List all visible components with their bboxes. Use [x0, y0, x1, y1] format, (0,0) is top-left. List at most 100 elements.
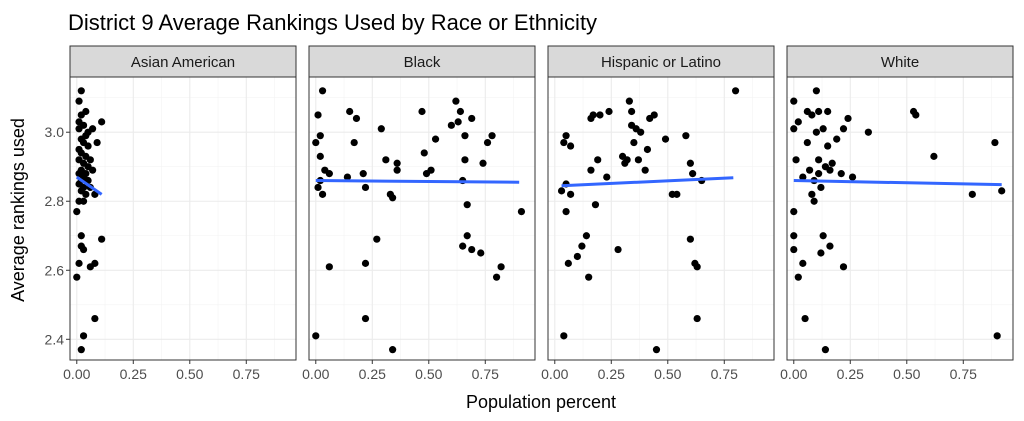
data-point — [393, 159, 401, 167]
x-tick-label: 0.50 — [415, 366, 442, 382]
panel-asian-american: Asian American 0.00 0.25 0.50 0.75 — [63, 45, 297, 382]
x-tick-label: 0.00 — [541, 366, 568, 382]
data-point — [817, 249, 825, 257]
data-point — [587, 166, 595, 174]
data-point — [316, 152, 324, 160]
data-point — [477, 249, 485, 257]
data-point — [359, 170, 367, 178]
data-point — [815, 107, 823, 116]
data-point — [794, 118, 802, 126]
data-point — [452, 97, 460, 105]
data-point — [621, 159, 629, 167]
data-point — [848, 173, 857, 181]
data-point — [79, 197, 88, 205]
data-point — [350, 138, 358, 147]
data-point — [517, 207, 526, 216]
data-point — [731, 87, 740, 95]
data-point — [591, 201, 600, 209]
data-point — [488, 132, 496, 140]
data-point — [82, 190, 90, 198]
x-tick-label: 0.75 — [233, 366, 260, 382]
data-point — [803, 138, 811, 147]
x-tick-label: 0.25 — [598, 366, 625, 382]
data-point — [819, 232, 827, 240]
data-point — [641, 166, 649, 174]
data-point — [461, 132, 469, 140]
data-point — [361, 259, 370, 267]
panel-border — [786, 76, 1014, 361]
data-point — [98, 118, 106, 126]
data-point — [682, 132, 690, 140]
data-point — [393, 166, 401, 174]
data-point — [93, 138, 101, 147]
data-point — [463, 201, 471, 209]
x-tick-label: 0.75 — [711, 366, 738, 382]
data-point — [821, 346, 830, 354]
data-point — [968, 190, 976, 198]
data-point — [808, 190, 816, 198]
data-point — [650, 111, 658, 119]
data-point — [594, 156, 602, 164]
data-point — [567, 190, 575, 198]
data-point — [603, 173, 611, 181]
data-point — [89, 166, 97, 174]
data-point — [73, 273, 81, 281]
data-point — [912, 111, 920, 119]
data-point — [794, 273, 802, 281]
data-point — [343, 173, 352, 181]
y-tick-label: 2.8 — [45, 193, 65, 209]
facet-strip — [69, 45, 297, 78]
data-point — [661, 135, 670, 143]
data-point — [634, 156, 643, 164]
data-point — [689, 170, 697, 178]
data-point — [73, 207, 81, 216]
data-point — [991, 138, 999, 147]
data-point — [373, 235, 381, 243]
data-point — [377, 125, 385, 133]
trend-line — [315, 179, 520, 184]
data-point — [826, 242, 834, 250]
data-point — [468, 245, 476, 254]
data-point — [686, 159, 694, 167]
data-point — [844, 114, 852, 123]
panel-border — [69, 76, 297, 361]
data-point — [573, 252, 581, 261]
data-point — [839, 125, 848, 133]
x-tick-label: 0.50 — [893, 366, 920, 382]
data-point — [824, 107, 832, 116]
data-point — [686, 235, 694, 243]
data-point — [461, 156, 469, 164]
panel-background — [70, 77, 296, 360]
facet-strip — [308, 45, 536, 78]
data-point — [790, 207, 798, 216]
data-point — [585, 273, 593, 281]
data-point — [578, 242, 586, 250]
data-point — [596, 111, 604, 119]
data-point — [557, 187, 566, 195]
data-point — [815, 170, 823, 178]
facet-strip-label: Hispanic or Latino — [601, 54, 721, 71]
facet-strip-label: Black — [404, 54, 441, 71]
data-point — [352, 114, 361, 123]
data-point — [817, 183, 825, 192]
trend-line — [75, 175, 103, 196]
data-point — [75, 97, 83, 105]
data-point — [625, 97, 633, 105]
data-point — [77, 346, 85, 354]
x-tick-label: 0.75 — [950, 366, 977, 382]
data-point — [560, 332, 568, 340]
data-point — [864, 128, 872, 136]
data-point — [693, 314, 701, 323]
data-point — [454, 118, 462, 126]
data-point — [828, 159, 836, 167]
data-point — [312, 332, 320, 340]
data-point — [86, 156, 94, 164]
panel-border — [308, 76, 536, 361]
panel-background — [548, 77, 774, 360]
data-point — [479, 159, 487, 167]
data-point — [562, 132, 570, 140]
x-tick-label: 0.75 — [472, 366, 499, 382]
y-tick-label: 2.4 — [45, 331, 65, 347]
data-point — [799, 259, 807, 267]
